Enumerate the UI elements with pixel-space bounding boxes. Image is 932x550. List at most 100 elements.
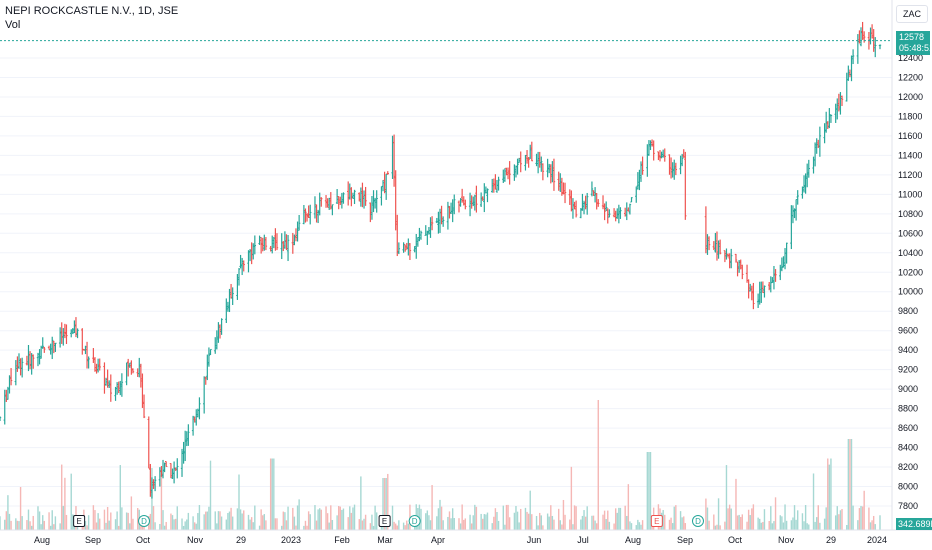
volume-bar <box>618 507 620 530</box>
volume-label[interactable]: Vol <box>5 19 21 31</box>
event-marker-label: D <box>141 517 147 526</box>
volume-bar <box>271 458 273 530</box>
volume-bar <box>61 464 63 530</box>
volume-bar <box>314 505 316 530</box>
earnings-marker <box>378 515 391 527</box>
volume-bar <box>298 499 300 530</box>
volume-bar <box>406 520 408 530</box>
volume-bar <box>708 520 710 530</box>
volume-bar <box>684 523 687 530</box>
volume-bar <box>269 458 272 530</box>
volume-bar <box>186 519 188 530</box>
volume-bar <box>62 505 65 530</box>
price-tick-label: 11200 <box>898 170 922 180</box>
volume-bar <box>26 520 28 530</box>
volume-bar <box>407 523 410 530</box>
volume-bar <box>247 514 250 530</box>
volume-bar <box>273 458 275 530</box>
volume-bar <box>668 519 671 530</box>
volume-bar <box>591 515 593 530</box>
volume-bar <box>440 506 443 530</box>
volume-bar <box>32 515 34 530</box>
volume-bar <box>64 477 66 530</box>
volume-bar <box>773 521 775 530</box>
volume-bar <box>48 512 50 530</box>
volume-bar <box>638 522 641 530</box>
volume-bar <box>640 524 642 530</box>
currency-button[interactable]: ZAC <box>896 5 928 23</box>
volume-bar <box>43 520 46 530</box>
volume-bar <box>326 513 329 530</box>
volume-bar <box>782 522 785 530</box>
volume-bar <box>369 523 372 530</box>
volume-bar <box>249 519 251 530</box>
volume-bar <box>391 505 394 530</box>
volume-bar <box>868 507 870 530</box>
volume-bar <box>214 511 216 530</box>
event-marker-label: E <box>76 517 81 526</box>
volume-bar <box>437 508 440 530</box>
volume-bar <box>450 518 452 530</box>
volume-bar <box>494 508 497 530</box>
volume-bar <box>486 512 489 530</box>
volume-bar <box>714 525 717 530</box>
time-axis[interactable]: Aug Sep Oct Nov 29 2023 Feb Mar Apr Jun Jul Aug Sep O… <box>34 535 887 545</box>
dividend-marker <box>138 515 151 527</box>
volume-bar <box>847 439 850 530</box>
volume-bar <box>304 520 307 530</box>
volume-bar <box>586 506 588 530</box>
volume-bar <box>165 521 167 530</box>
volume-bar <box>841 508 843 530</box>
volume-bar <box>747 509 750 530</box>
time-tick-label: Apr <box>431 535 445 545</box>
volume-bar <box>527 513 530 530</box>
volume-bar <box>646 452 649 530</box>
volume-bar <box>664 514 666 530</box>
volume-bar <box>110 512 112 530</box>
volume-bar <box>735 478 737 530</box>
volume-bar <box>227 512 229 530</box>
volume-bar <box>95 522 98 530</box>
volume-bar <box>725 465 728 530</box>
volume-bar <box>402 522 405 530</box>
volume-bar <box>771 523 774 530</box>
volume-bar <box>785 520 788 530</box>
volume-bar <box>70 473 72 530</box>
volume-bar <box>84 521 87 530</box>
volume-bar <box>629 521 631 530</box>
volume-bar <box>325 506 327 530</box>
symbol-title[interactable]: NEPI ROCKCASTLE N.V., 1D, JSE <box>5 5 179 17</box>
volume-bar <box>328 522 330 530</box>
time-tick-label: Nov <box>187 535 204 545</box>
volume-bar <box>436 516 438 530</box>
volume-bar <box>87 515 90 530</box>
volume-bar <box>713 514 715 530</box>
volume-bar <box>728 504 731 530</box>
time-tick-label: Sep <box>85 535 101 545</box>
time-tick-label: Mar <box>377 535 393 545</box>
volume-bar <box>790 520 793 530</box>
volume-bar <box>482 518 484 530</box>
price-axis[interactable]: 7800 8000 8200 8400 8600 8800 9000 9200 9400 9600… <box>898 53 923 511</box>
volume-bar <box>428 515 430 530</box>
volume-bar <box>19 487 22 530</box>
volume-bar <box>502 505 505 530</box>
volume-bar <box>105 522 107 530</box>
price-tick-label: 9400 <box>898 345 918 355</box>
volume-bar <box>472 515 474 530</box>
volume-bar <box>836 506 838 530</box>
volume-bar <box>812 473 815 530</box>
volume-bar <box>431 485 433 530</box>
time-tick-label: 29 <box>826 535 836 545</box>
volume-bar <box>860 505 862 530</box>
volume-bar <box>292 507 294 530</box>
earnings-marker <box>73 515 86 527</box>
volume-bar <box>575 506 577 530</box>
price-tick-label: 10800 <box>898 209 923 219</box>
grid <box>0 57 892 507</box>
volume-bar <box>114 519 117 530</box>
volume-bar <box>154 522 156 530</box>
volume-bar <box>287 506 289 530</box>
